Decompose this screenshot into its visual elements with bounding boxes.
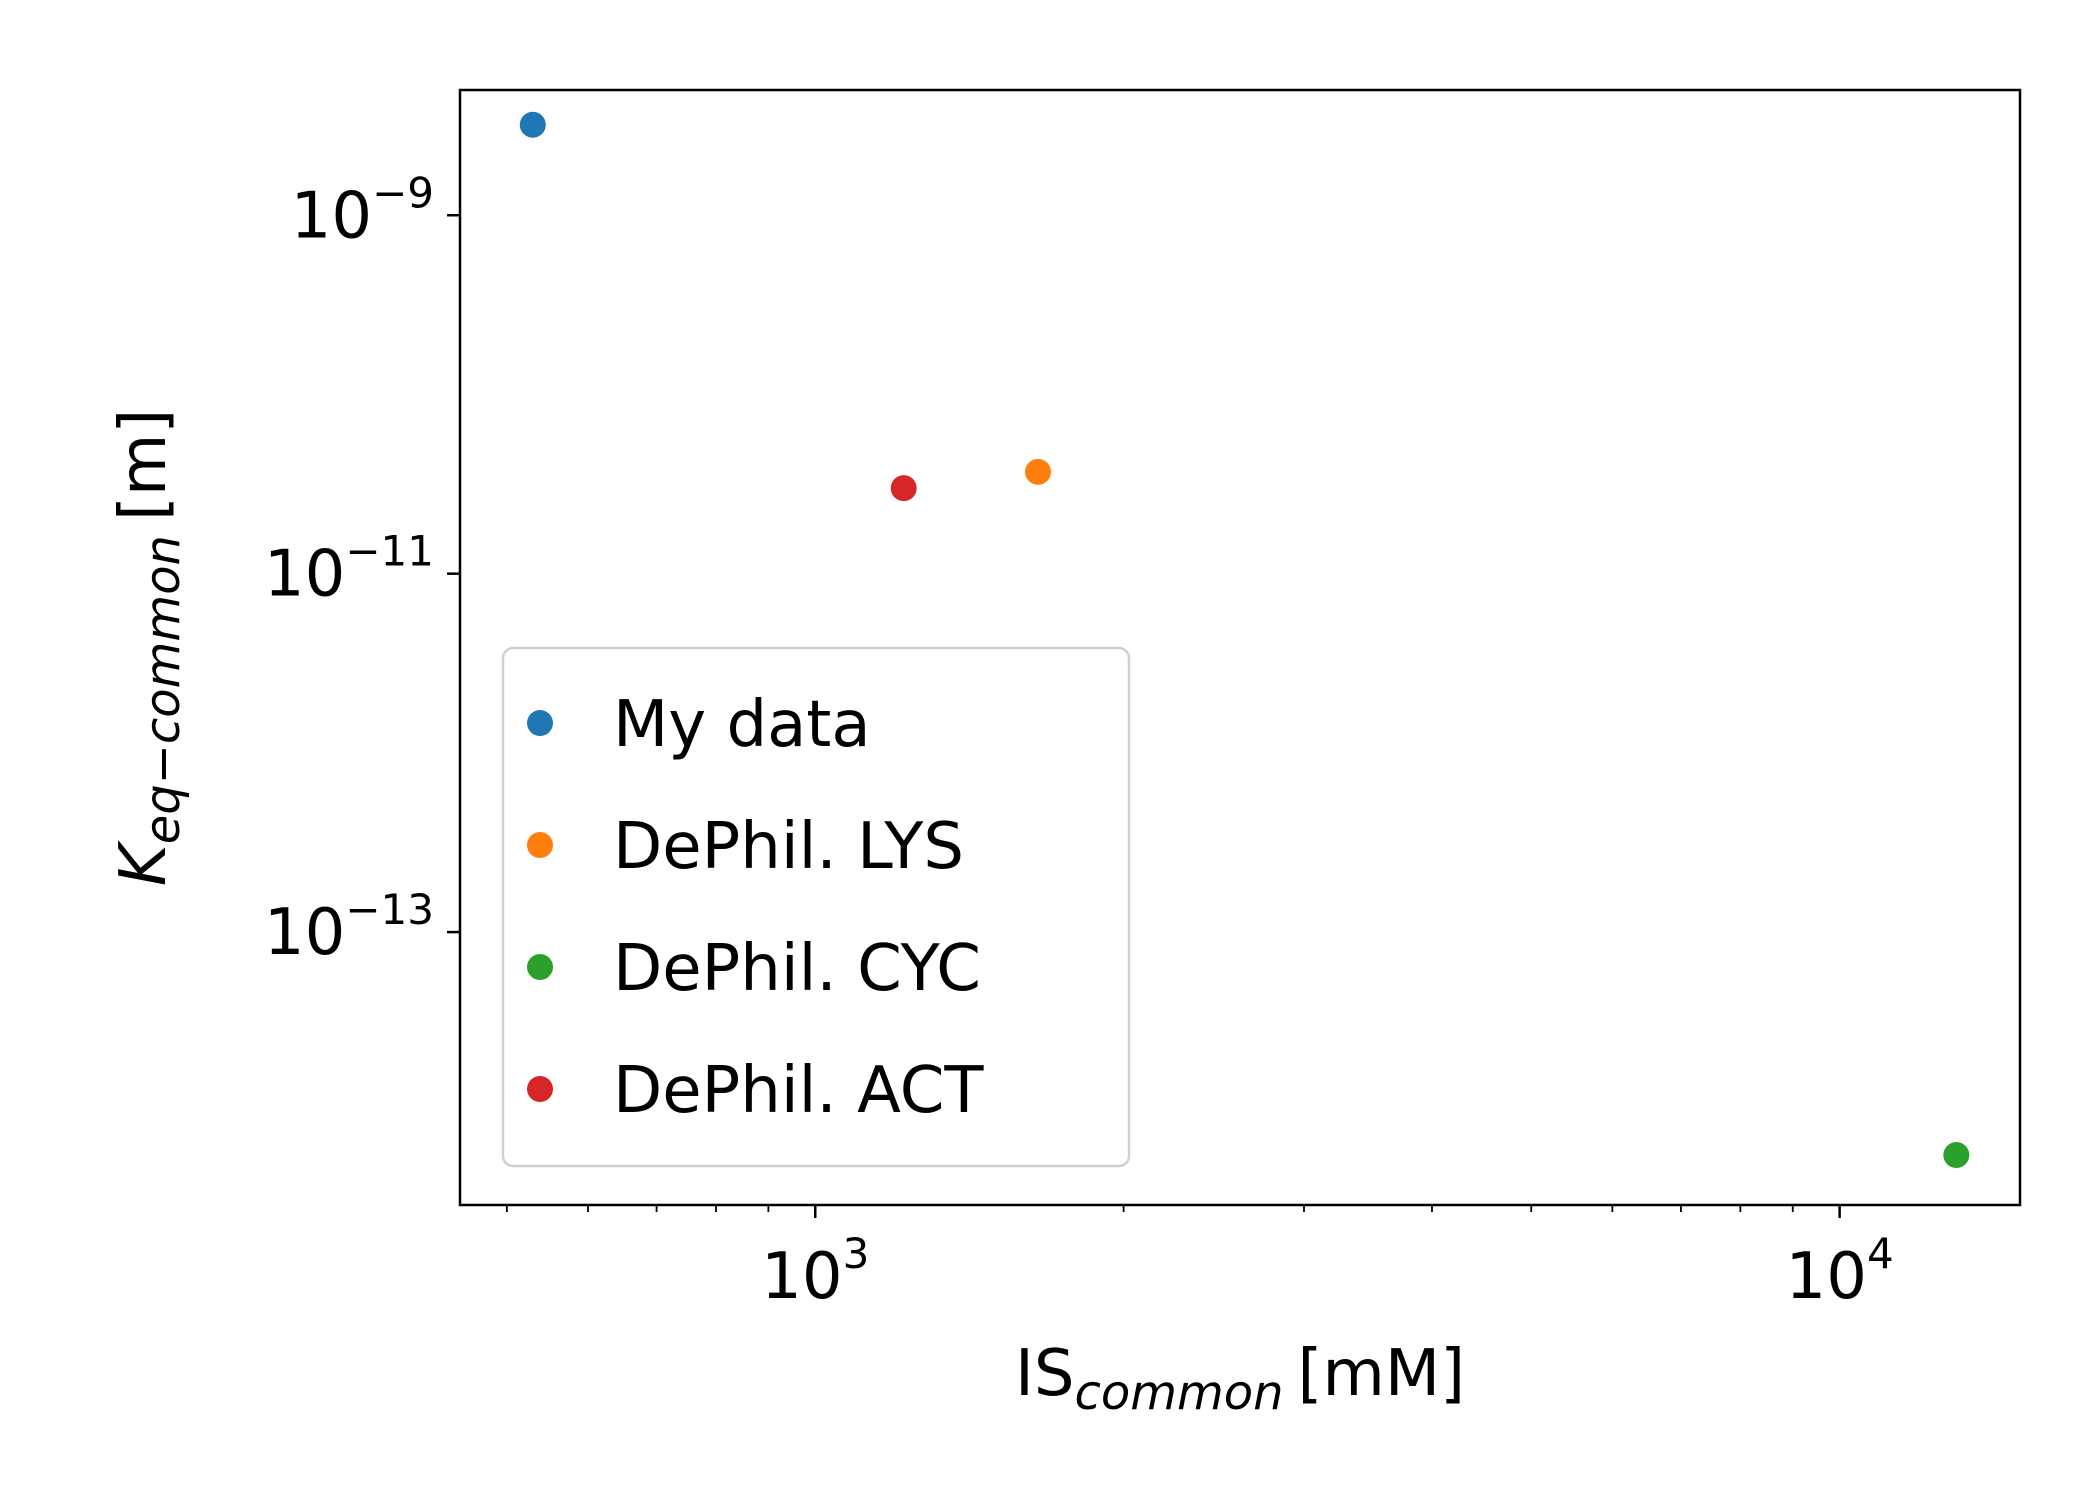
x-tick-label-exponent: 3 (843, 1229, 870, 1278)
data-point (890, 475, 917, 502)
data-point (1943, 1142, 1970, 1169)
y-axis-label-main: K (107, 839, 181, 886)
y-tick-label-exponent: −13 (345, 885, 434, 934)
x-axis-label-sub: common (1074, 1365, 1283, 1421)
x-axis-label-main: IS (1015, 1337, 1075, 1411)
legend-marker (527, 1076, 553, 1102)
y-tick-label: 10−13 (264, 885, 434, 970)
x-tick-label: 103 (761, 1229, 869, 1314)
y-tick-label-exponent: −11 (345, 527, 434, 576)
legend-marker (527, 954, 553, 980)
y-tick-label: 10−9 (291, 168, 434, 253)
x-tick-label-base: 10 (1786, 1240, 1867, 1314)
y-tick-label: 10−11 (264, 527, 434, 612)
y-tick-label-base: 10 (264, 538, 345, 612)
x-axis-label-unit: [mM] (1298, 1337, 1466, 1411)
y-axis-label-unit: [m] (107, 409, 181, 521)
y-tick-label-exponent: −9 (372, 168, 434, 217)
legend-label: My data (613, 688, 871, 762)
plot-frame (458, 88, 2022, 1207)
legend-label: DePhil. CYC (613, 932, 981, 1006)
x-tick-label-exponent: 4 (1867, 1229, 1894, 1278)
legend-label: DePhil. LYS (613, 810, 964, 884)
legend-marker (527, 710, 553, 736)
y-tick-label-base: 10 (291, 179, 372, 253)
y-axis-label-sub: eq−common (135, 535, 191, 844)
legend-label: DePhil. ACT (613, 1054, 984, 1128)
x-tick-label-base: 10 (761, 1240, 842, 1314)
legend: My data DePhil. LYS DePhil. CYC DePhil. ACT (501, 646, 1131, 1168)
data-point (519, 111, 546, 138)
x-tick-label: 104 (1786, 1229, 1894, 1314)
legend-marker (527, 832, 553, 858)
y-axis-label: Keq−common [m] (107, 409, 191, 887)
x-axis-label: IScommon [mM] (1015, 1337, 1465, 1421)
y-tick-label-base: 10 (264, 896, 345, 970)
data-point (1025, 458, 1052, 485)
legend-box (501, 646, 1131, 1168)
